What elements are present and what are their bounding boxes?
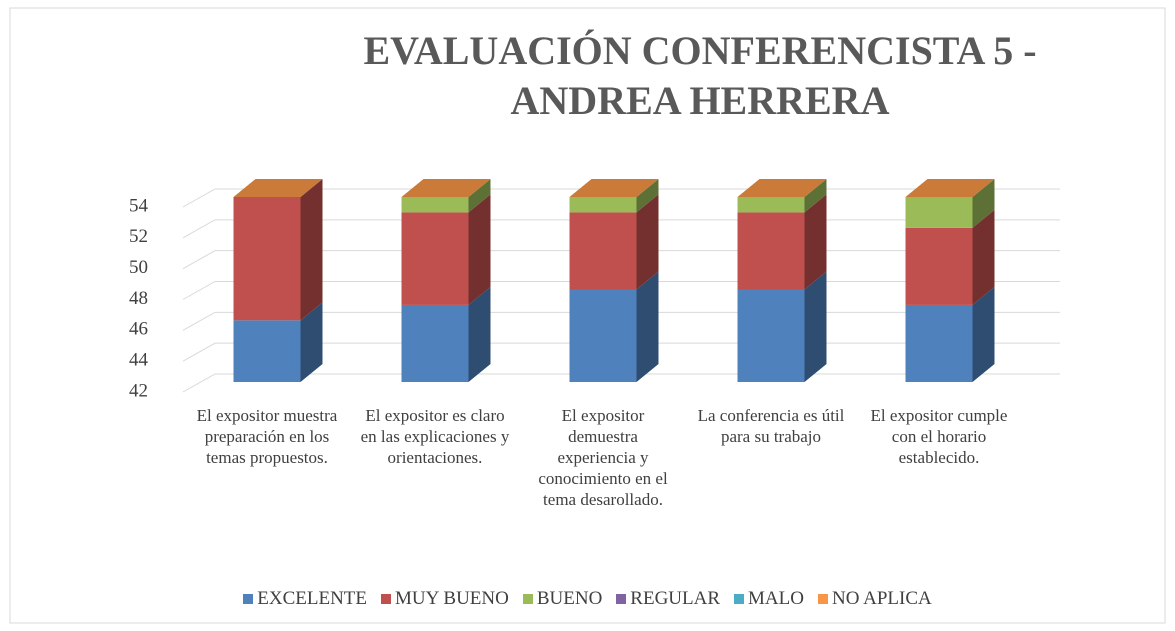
bar-segment: [569, 271, 659, 382]
legend-item: BUENO: [522, 588, 603, 610]
bar-face: [972, 209, 995, 305]
bar-face: [468, 286, 491, 382]
bar-segment: [905, 286, 995, 382]
bar-segment: [569, 179, 659, 213]
bar-face: [636, 194, 659, 290]
x-tick-label: El expositor demuestra experiencia y con…: [538, 406, 668, 509]
bar-face: [401, 212, 469, 305]
bar-face: [468, 179, 491, 213]
bar-segment: [233, 302, 323, 382]
legend-swatch: [381, 594, 392, 604]
legend-label: BUENO: [536, 588, 603, 609]
bar-face: [569, 197, 637, 213]
y-tick-label: 54: [129, 195, 149, 216]
legend-label: NO APLICA: [831, 588, 932, 609]
y-tick-label: 52: [129, 226, 148, 247]
bar-face: [804, 271, 827, 382]
bar-face: [737, 289, 805, 382]
legend-item: REGULAR: [616, 588, 720, 610]
bar-segment: [401, 179, 491, 197]
chart-title: EVALUACIÓN CONFERENCISTA 5 - ANDREA HERR…: [363, 28, 1037, 123]
legend-label: MALO: [748, 588, 804, 609]
legend-item: EXCELENTE: [243, 588, 367, 610]
legend-swatch: [243, 594, 254, 604]
bar-segment: [401, 179, 491, 213]
x-tick-label: La conferencia es útil para su trabajo: [697, 406, 845, 446]
x-tick-label: El expositor es claro en las explicacion…: [360, 406, 510, 467]
legend-item: MUY BUENO: [381, 588, 509, 610]
bar-face: [905, 304, 973, 382]
bar-face: [737, 212, 805, 290]
bar-face: [233, 179, 323, 197]
bar-segment: [737, 194, 827, 290]
bar-face: [804, 194, 827, 290]
bar-face: [737, 179, 827, 197]
legend-swatch: [817, 594, 828, 604]
bar-face: [233, 197, 301, 321]
y-tick-label: 48: [129, 288, 148, 309]
bar-face: [468, 194, 491, 305]
y-tick-label: 42: [129, 380, 148, 401]
bar-face: [636, 271, 659, 382]
bar-segment: [905, 179, 995, 197]
bar-face: [569, 212, 637, 290]
bar-face: [300, 302, 323, 382]
bar-face: [804, 179, 827, 213]
bar-segment: [737, 179, 827, 197]
bar-face: [905, 179, 995, 197]
x-tick-label: El expositor muestra preparación en los …: [196, 406, 338, 467]
bar-face: [972, 179, 995, 228]
bar-segment: [401, 286, 491, 382]
bar-face: [569, 289, 637, 382]
bar-segment: [233, 179, 323, 197]
legend-label: REGULAR: [630, 588, 721, 609]
bar-segment: [737, 179, 827, 213]
bar-face: [401, 304, 469, 382]
y-tick-label: 46: [129, 319, 148, 340]
bar-segment: [401, 194, 491, 305]
bar-face: [401, 197, 469, 213]
bar-face: [737, 197, 805, 213]
bar-segment: [569, 179, 659, 197]
y-tick-label: 50: [129, 257, 148, 278]
bar-face: [300, 179, 323, 321]
legend-item: NO APLICA: [817, 588, 932, 610]
y-tick-label: 44: [129, 350, 149, 371]
bar-face: [569, 179, 659, 197]
legend-swatch: [734, 594, 745, 604]
bar-face: [401, 179, 491, 197]
legend-swatch: [616, 594, 627, 604]
legend-label: EXCELENTE: [257, 588, 368, 609]
x-tick-label: El expositor cumple con el horario estab…: [870, 406, 1008, 467]
bar-segment: [737, 271, 827, 382]
legend-swatch: [522, 594, 533, 604]
bar-segment: [569, 194, 659, 290]
legend: EXCELENTE MUY BUENO BUENO REGULAR MALO NO APL…: [0, 588, 1175, 610]
legend-item: MALO: [734, 588, 804, 610]
bar-face: [636, 179, 659, 213]
bar-face: [905, 197, 973, 228]
bar-face: [972, 286, 995, 382]
bar-segment: [905, 179, 995, 228]
bar-segment: [905, 209, 995, 305]
bar-face: [905, 227, 973, 305]
bar-face: [233, 320, 301, 382]
bar-segment: [233, 179, 323, 321]
legend-label: MUY BUENO: [395, 588, 509, 609]
